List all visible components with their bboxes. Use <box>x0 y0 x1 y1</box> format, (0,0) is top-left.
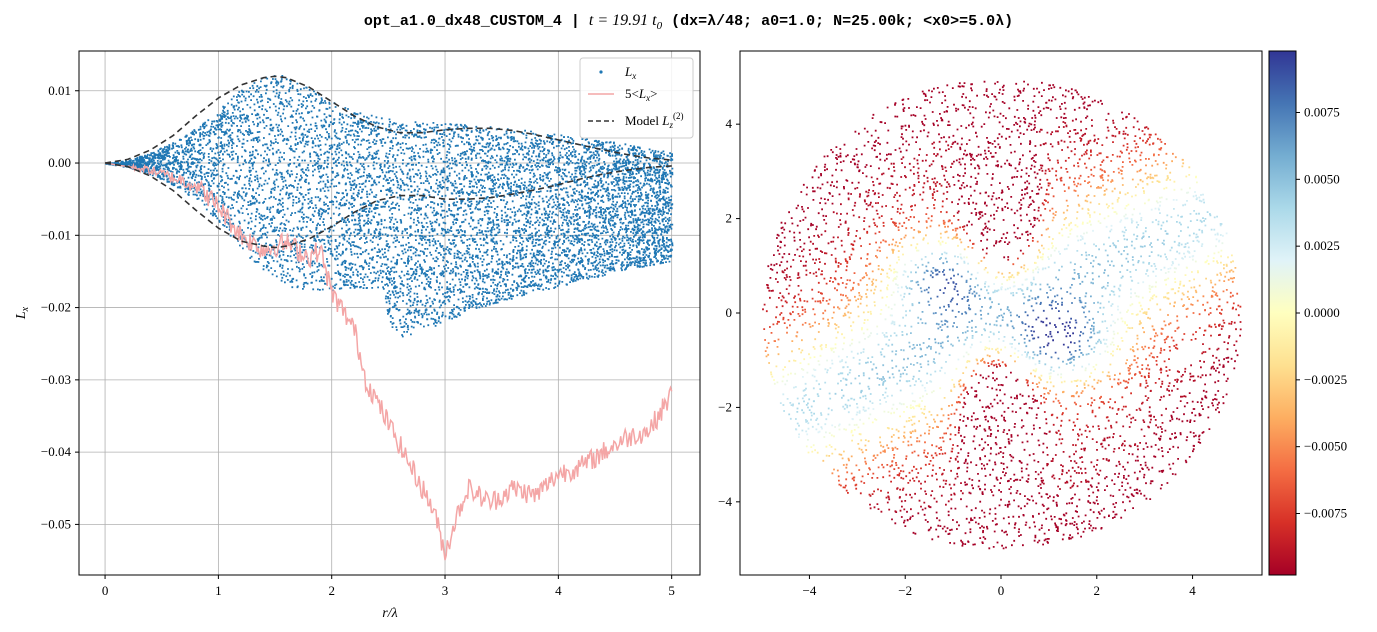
left-xtick-label: 5 <box>668 583 675 598</box>
legend-marker-lx <box>599 70 603 74</box>
left-ytick-label: −0.04 <box>41 444 72 459</box>
left-xtick-label: 1 <box>215 583 222 598</box>
left-ytick-label: 0.01 <box>48 83 71 98</box>
lx-point-cloud <box>105 75 674 338</box>
lx-scatter-points <box>105 75 674 338</box>
left-ytick-label: −0.01 <box>41 227 71 242</box>
legend-label-mean: 5<Lx> <box>625 86 657 103</box>
left-xtick-label: 3 <box>442 583 449 598</box>
model-lower-dashed-line <box>104 162 672 249</box>
left-ytick-label: −0.02 <box>41 300 71 315</box>
left-xtick-label: 4 <box>555 583 562 598</box>
legend: Lx 5<Lx> Model Lz(2) <box>579 57 694 139</box>
left-ytick-label: −0.03 <box>41 372 71 387</box>
title-prefix: opt_a1.0_dx48_CUSTOM_4 | <box>363 13 589 30</box>
left-grid <box>79 51 700 575</box>
left-xtick-label: 2 <box>328 583 335 598</box>
legend-label-model: Model Lz(2) <box>625 111 683 130</box>
left-ytick-label: −0.05 <box>41 516 71 531</box>
model-upper-dashed-line <box>104 75 672 164</box>
left-axes-frame <box>78 50 701 576</box>
legend-frame <box>579 57 694 139</box>
title-suffix: (dx=λ/48; a0=1.0; N=25.00k; <x0>=5.0λ) <box>662 13 1014 30</box>
mean-lx-line <box>104 162 673 561</box>
left-ylabel: Lx <box>14 306 31 320</box>
title-time-sub: 0 <box>656 20 663 32</box>
title-time: t = 19.91 t <box>588 12 657 29</box>
left-xlabel: r/λ <box>382 606 397 621</box>
figure-title: opt_a1.0_dx48_CUSTOM_4 | t = 19.91 t0 (d… <box>0 12 1377 32</box>
left-ytick-label: 0.00 <box>48 155 71 170</box>
left-xtick-label: 0 <box>102 583 109 598</box>
